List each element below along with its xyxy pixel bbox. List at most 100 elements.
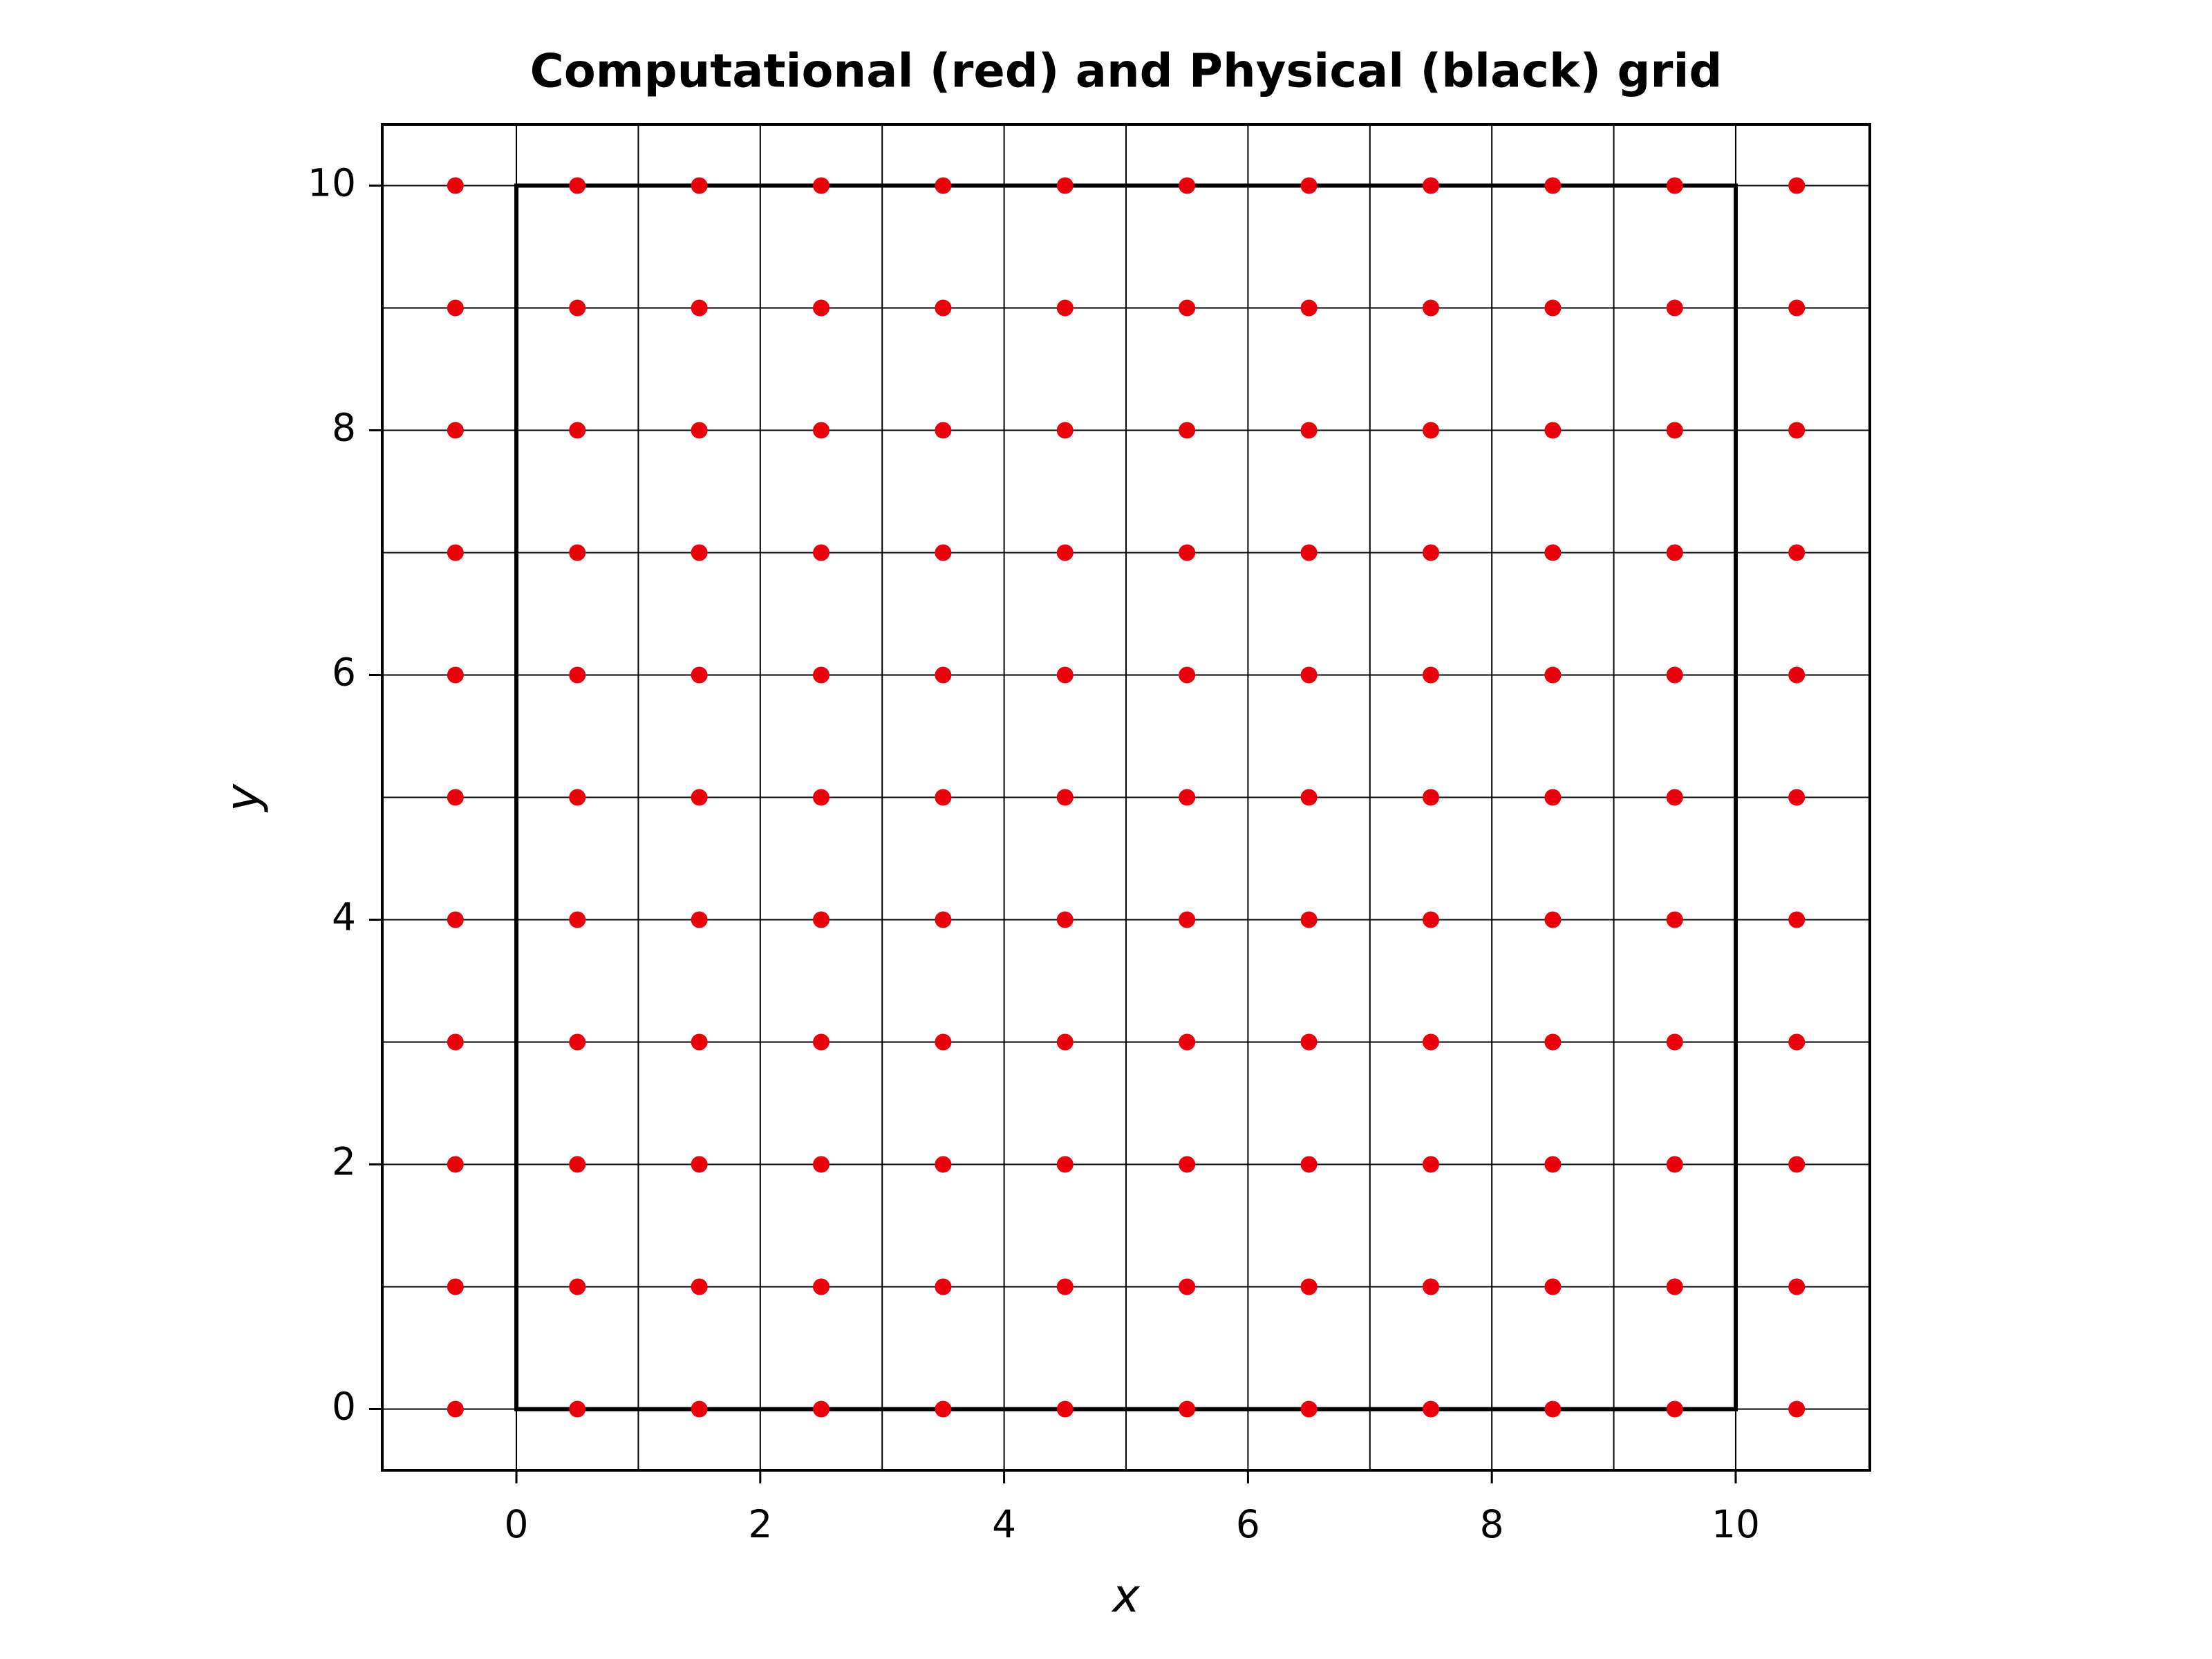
point xyxy=(1300,666,1318,684)
point xyxy=(1666,177,1683,194)
point xyxy=(1056,177,1074,194)
point xyxy=(569,1156,586,1173)
y-tick-label: 2 xyxy=(332,1140,356,1184)
point xyxy=(447,544,464,561)
y-tick-label: 8 xyxy=(332,406,356,450)
point xyxy=(447,299,464,317)
point xyxy=(1422,1400,1439,1418)
point xyxy=(691,1033,708,1051)
point xyxy=(1666,1156,1683,1173)
point xyxy=(1179,911,1196,928)
point xyxy=(935,544,952,561)
point xyxy=(569,789,586,806)
point xyxy=(1666,422,1683,439)
point xyxy=(1300,1033,1318,1051)
point xyxy=(1788,789,1806,806)
point xyxy=(691,1156,708,1173)
point xyxy=(1544,1400,1562,1418)
y-tick-label: 6 xyxy=(332,650,356,695)
point xyxy=(1300,1278,1318,1295)
point xyxy=(935,422,952,439)
point xyxy=(1788,666,1806,684)
point xyxy=(1422,1033,1439,1051)
point xyxy=(1300,299,1318,317)
point xyxy=(1666,1033,1683,1051)
point xyxy=(1422,666,1439,684)
point xyxy=(1666,911,1683,928)
point xyxy=(1179,422,1196,439)
boundary xyxy=(514,183,1738,1412)
point xyxy=(935,1156,952,1173)
point xyxy=(691,544,708,561)
point xyxy=(935,177,952,194)
point xyxy=(569,911,586,928)
point xyxy=(1179,1400,1196,1418)
point xyxy=(935,1033,952,1051)
point xyxy=(1179,1156,1196,1173)
point xyxy=(569,422,586,439)
point xyxy=(1179,177,1196,194)
point xyxy=(935,666,952,684)
point xyxy=(1056,1400,1074,1418)
point xyxy=(1056,1156,1074,1173)
point xyxy=(813,666,830,684)
point xyxy=(1544,666,1562,684)
point xyxy=(1179,299,1196,317)
point xyxy=(569,177,586,194)
point xyxy=(1300,177,1318,194)
point xyxy=(447,911,464,928)
point xyxy=(1300,789,1318,806)
point xyxy=(1056,1278,1074,1295)
point xyxy=(813,422,830,439)
point xyxy=(1544,177,1562,194)
point xyxy=(935,1400,952,1418)
point xyxy=(1056,422,1074,439)
point xyxy=(1666,666,1683,684)
point xyxy=(569,1278,586,1295)
point xyxy=(447,789,464,806)
point xyxy=(1788,1400,1806,1418)
point xyxy=(1788,1156,1806,1173)
point xyxy=(1300,544,1318,561)
x-tick-label: 6 xyxy=(1236,1502,1260,1546)
point xyxy=(1179,1278,1196,1295)
point xyxy=(1179,666,1196,684)
point xyxy=(813,1033,830,1051)
point xyxy=(1666,789,1683,806)
point xyxy=(1300,911,1318,928)
point xyxy=(813,299,830,317)
point xyxy=(813,1278,830,1295)
point xyxy=(447,1033,464,1051)
point xyxy=(1056,666,1074,684)
point xyxy=(1788,177,1806,194)
point xyxy=(1788,544,1806,561)
point xyxy=(935,911,952,928)
x-tick-label: 8 xyxy=(1480,1502,1504,1546)
point xyxy=(813,789,830,806)
point xyxy=(1544,789,1562,806)
point xyxy=(447,1156,464,1173)
point xyxy=(1056,911,1074,928)
point xyxy=(1300,422,1318,439)
point xyxy=(935,789,952,806)
point xyxy=(813,1156,830,1173)
point xyxy=(1422,177,1439,194)
point xyxy=(1300,1156,1318,1173)
point xyxy=(691,911,708,928)
point xyxy=(691,299,708,317)
point xyxy=(1788,299,1806,317)
point xyxy=(569,299,586,317)
point xyxy=(1422,789,1439,806)
point xyxy=(447,666,464,684)
point xyxy=(1056,544,1074,561)
point xyxy=(1056,789,1074,806)
point xyxy=(447,177,464,194)
x-axis-label: x xyxy=(1111,1569,1141,1623)
point xyxy=(1666,1278,1683,1295)
point xyxy=(1544,299,1562,317)
x-tick-label: 2 xyxy=(748,1502,772,1546)
point xyxy=(813,911,830,928)
point xyxy=(1422,911,1439,928)
point xyxy=(447,1278,464,1295)
